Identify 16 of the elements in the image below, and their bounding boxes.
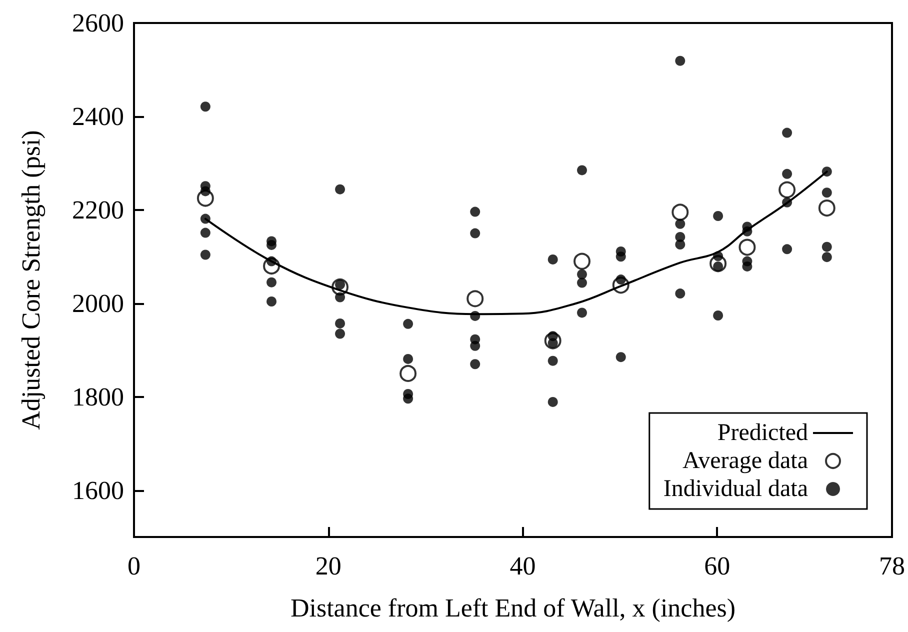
x-tick-label: 0 (128, 552, 140, 580)
legend-label: Average data (682, 448, 808, 474)
y-tick-label: 2200 (72, 195, 124, 224)
x-axis-title: Distance from Left End of Wall, x (inches) (290, 594, 736, 622)
y-tick-label: 2400 (72, 102, 124, 131)
y-axis-title: Adjusted Core Strength (psi) (16, 130, 46, 430)
y-tick-label: 1600 (72, 476, 124, 505)
y-tick-label: 2000 (72, 288, 124, 318)
legend-label: Predicted (717, 420, 808, 446)
y-tick-label: 1800 (72, 382, 124, 412)
x-tick-label: 60 (704, 552, 730, 580)
x-tick-label: 78 (879, 552, 905, 580)
y-tick-label: 2600 (72, 8, 124, 38)
x-tick-label: 40 (510, 552, 536, 580)
x-tick-label: 20 (315, 552, 342, 580)
legend-label: Individual data (663, 476, 808, 502)
